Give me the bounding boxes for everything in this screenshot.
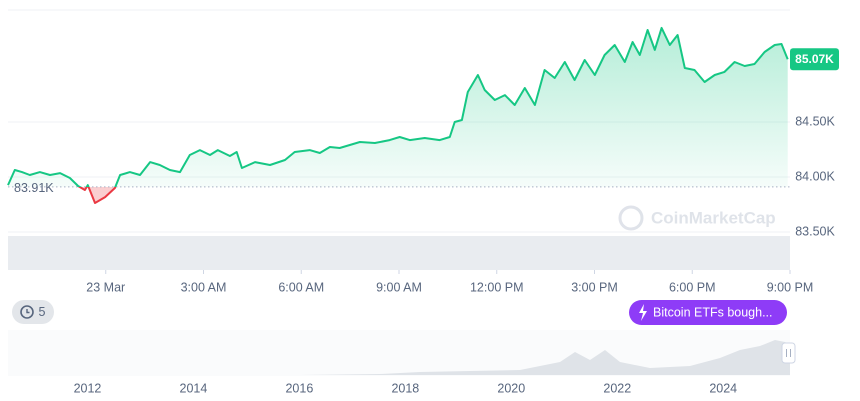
baseline-label: 83.91K xyxy=(14,181,54,195)
x-tick-label: 9:00 PM xyxy=(767,280,814,294)
navigator-year: 2018 xyxy=(391,381,419,395)
x-tick-label: 23 Mar xyxy=(86,280,125,294)
x-tick-label: 12:00 PM xyxy=(470,280,524,294)
navigator-handle[interactable] xyxy=(781,342,796,364)
last-price-label: 85.07K xyxy=(795,52,834,66)
x-tick-label: 6:00 AM xyxy=(278,280,324,294)
navigator-year: 2024 xyxy=(709,381,737,395)
navigator-year: 2016 xyxy=(285,381,313,395)
x-tick-label: 3:00 AM xyxy=(181,280,227,294)
price-line xyxy=(7,26,789,204)
volume-band xyxy=(8,236,790,270)
watermark-text: CoinMarketCap xyxy=(651,208,776,227)
annotation-bg[interactable] xyxy=(629,300,787,325)
price-area xyxy=(8,27,788,204)
x-tick-label: 9:00 AM xyxy=(376,280,422,294)
y-tick-label: 84.50K xyxy=(795,114,835,128)
history-badge[interactable]: 5 xyxy=(12,300,54,324)
last-price-tag xyxy=(790,48,839,71)
badge-count: 5 xyxy=(39,305,46,319)
navigator-year: 2012 xyxy=(74,381,102,395)
x-tick-label: 6:00 PM xyxy=(669,280,716,294)
y-tick-label: 84.00K xyxy=(795,169,835,183)
x-tick-label: 3:00 PM xyxy=(571,280,618,294)
annotation[interactable]: Bitcoin ETFs bough... xyxy=(629,300,787,325)
navigator-year: 2020 xyxy=(497,381,525,395)
navigator-area xyxy=(8,340,790,375)
navigator-year: 2014 xyxy=(180,381,208,395)
y-tick-label: 83.50K xyxy=(795,224,835,238)
annotation-text: Bitcoin ETFs bough... xyxy=(653,305,773,319)
watermark: CoinMarketCap xyxy=(618,205,776,231)
navigator xyxy=(8,330,796,376)
navigator-year: 2022 xyxy=(603,381,631,395)
